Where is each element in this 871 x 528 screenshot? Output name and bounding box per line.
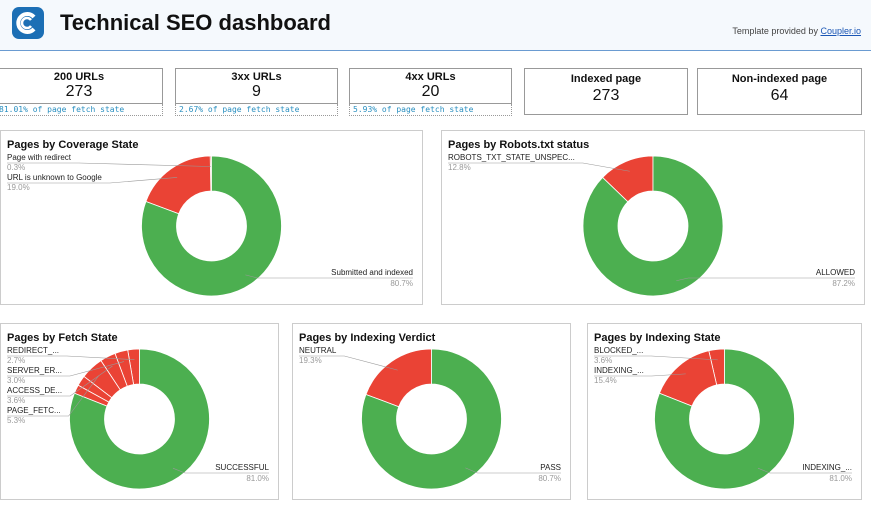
slice-label: URL is unknown to Google <box>7 173 102 182</box>
slice-label: SERVER_ER... <box>7 366 62 375</box>
leader-line <box>7 361 125 377</box>
scorecard-value: 273 <box>592 87 620 104</box>
slice-label: ACCESS_DE... <box>7 386 62 395</box>
leader-line <box>594 355 718 361</box>
slice-label: INDEXING_... <box>802 463 852 472</box>
logo-icon <box>16 12 36 34</box>
chart: Pages by Robots.txt status ROBOTS_TXT_STA… <box>441 130 865 305</box>
chart: Pages by Indexing StateBLOCKED_...3.6%IN… <box>587 323 862 500</box>
slice-value-label: 3.0% <box>7 376 25 385</box>
slice-label: ALLOWED <box>816 268 855 277</box>
scorecard: 200 URLs 273 81.01% of page fetch state <box>0 68 163 116</box>
scorecard-label: Indexed page <box>570 73 642 85</box>
slice-value-label: 87.2% <box>832 279 855 288</box>
slice-value-label: 19.3% <box>299 356 322 365</box>
donut-slice <box>654 348 795 490</box>
slice-value-label: 12.8% <box>448 163 471 172</box>
scorecard-value: 20 <box>421 83 440 100</box>
chart-title: Pages by Fetch State <box>7 332 118 344</box>
scorecard-label: 200 URLs <box>53 71 105 83</box>
slice-value-label: 81.0% <box>829 474 852 483</box>
leader-line <box>465 467 561 474</box>
leader-line <box>448 162 630 172</box>
slice-label: INDEXING_... <box>594 366 644 375</box>
dashboard-title: Technical SEO dashboard <box>60 10 331 35</box>
chart-title: Pages by Indexing Verdict <box>299 332 436 344</box>
slice-label: REDIRECT_... <box>7 346 59 355</box>
slice-label: PASS <box>540 463 561 472</box>
slice-value-label: 80.7% <box>538 474 561 483</box>
slice-value-label: 5.3% <box>7 416 25 425</box>
scorecard-label: 3xx URLs <box>231 71 282 83</box>
donut-slice <box>582 155 724 297</box>
scorecard-box: 200 URLs 273 <box>0 68 163 104</box>
slice-value-label: 80.7% <box>390 279 413 288</box>
chart-title: Pages by Robots.txt status <box>448 139 589 151</box>
slice-label: BLOCKED_... <box>594 346 643 355</box>
scorecard-value: 9 <box>252 83 261 100</box>
scorecard-box: Indexed page 273 <box>524 68 688 115</box>
scorecard-value: 64 <box>770 87 789 104</box>
leader-line <box>299 355 398 371</box>
slice-label: Page with redirect <box>7 153 72 162</box>
slice-label: ROBOTS_TXT_STATE_UNSPEC... <box>448 153 575 162</box>
slice-value-label: 0.3% <box>7 163 25 172</box>
slice-value-label: 3.6% <box>7 396 25 405</box>
scorecard-box: 3xx URLs 9 <box>175 68 338 104</box>
scorecard-note: 81.01% of page fetch state <box>0 104 163 116</box>
scorecard-note: 5.93% of page fetch state <box>349 104 512 116</box>
slice-value-label: 19.0% <box>7 183 30 192</box>
donut-slice <box>141 155 282 297</box>
leader-line <box>676 277 855 282</box>
leader-line <box>7 375 100 417</box>
header: Technical SEO dashboard Template provide… <box>0 0 871 51</box>
scorecard-value: 273 <box>65 83 93 100</box>
credit-link[interactable]: Coupler.io <box>820 26 861 36</box>
leader-line <box>594 373 686 377</box>
slice-label: Submitted and indexed <box>331 268 413 277</box>
logo <box>12 7 44 39</box>
leader-line <box>172 467 269 474</box>
slice-label: PAGE_FETC... <box>7 406 61 415</box>
slice-label: SUCCESSFUL <box>215 463 269 472</box>
scorecard-box: 4xx URLs 20 <box>349 68 512 104</box>
scorecard-label: 4xx URLs <box>405 71 456 83</box>
leader-line <box>7 355 135 361</box>
leader-line <box>7 162 211 167</box>
scorecard: Indexed page 273 <box>524 68 688 115</box>
slice-value-label: 2.7% <box>7 356 25 365</box>
scorecard-box: Non-indexed page 64 <box>697 68 862 115</box>
leader-line <box>757 467 852 474</box>
scorecard: 3xx URLs 9 2.67% of page fetch state <box>175 68 338 116</box>
leader-line <box>245 274 413 279</box>
donut-slice <box>361 348 502 490</box>
credit: Template provided by Coupler.io <box>732 26 861 36</box>
chart: Pages by Fetch State REDIRECT_...2.7%SERV… <box>0 323 279 500</box>
chart: Pages by Coverage State Page with redirec… <box>0 130 423 305</box>
slice-value-label: 15.4% <box>594 376 617 385</box>
donut-slice <box>69 348 210 490</box>
scorecard-note: 2.67% of page fetch state <box>175 104 338 116</box>
slice-label: NEUTRAL <box>299 346 337 355</box>
slice-value-label: 3.6% <box>594 356 612 365</box>
leader-line <box>7 177 178 184</box>
scorecard-label: Non-indexed page <box>731 73 828 85</box>
scorecard: Non-indexed page 64 <box>697 68 862 115</box>
chart-title: Pages by Indexing State <box>594 332 721 344</box>
chart-title: Pages by Coverage State <box>7 139 138 151</box>
credit-text: Template provided by <box>732 26 818 36</box>
slice-value-label: 81.0% <box>246 474 269 483</box>
scorecard: 4xx URLs 20 5.93% of page fetch state <box>349 68 512 116</box>
